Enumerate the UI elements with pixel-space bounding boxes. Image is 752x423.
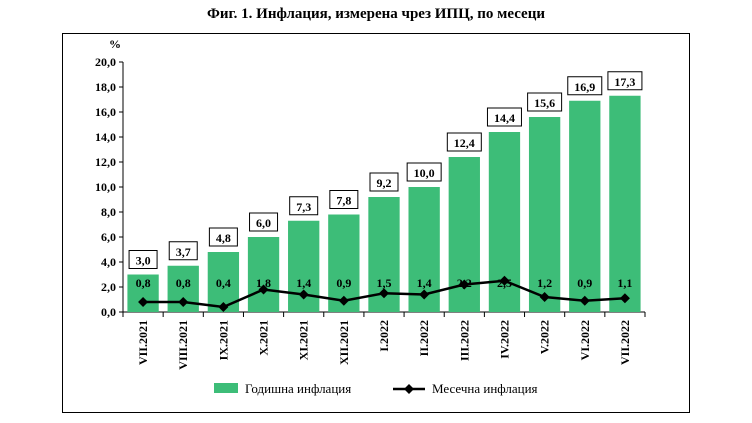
x-tick-label: VII.2021 [136,320,150,365]
bar-value-label: 10,0 [414,166,435,180]
bar-value-box [249,212,279,232]
line-value-label: 1,8 [256,276,271,290]
bar-value-box [128,250,158,269]
bar-value-box [486,107,522,127]
bar-value-label: 15,6 [534,96,555,110]
line-value-label: 2,2 [457,276,472,290]
line-value-label: 0,9 [577,276,592,290]
line-point-marker [298,289,309,300]
y-tick-label: 8,0 [101,205,116,219]
y-tick-label: 12,0 [95,155,116,169]
bar [569,100,601,312]
x-tick-label: IV.2022 [497,320,511,359]
y-tick-label: 14,0 [95,130,116,144]
line-point-marker [619,293,630,304]
line-value-label: 2,5 [497,276,512,290]
y-tick-label: 18,0 [95,80,116,94]
x-tick-label: IX.2021 [216,320,230,360]
legend-bar-label: Годишна инфлация [245,381,351,396]
bar-value-box [369,172,399,192]
y-tick-label: 0,0 [101,305,116,319]
bar-value-label: 12,4 [454,136,475,150]
y-tick-label: 4,0 [101,255,116,269]
chart-frame [62,33,690,413]
x-tick-label: X.2021 [257,320,271,356]
x-tick-label: XI.2021 [297,320,311,360]
line-value-label: 0,9 [336,276,351,290]
bar-value-label: 14,4 [494,111,515,125]
y-tick-label: 10,0 [95,180,116,194]
bar-value-box [329,190,359,209]
bar-value-box [168,241,198,261]
line-point-marker [539,292,550,302]
x-tick-label: V.2022 [538,320,552,354]
line-point-marker [459,279,470,290]
line-point-marker [178,297,189,307]
line-point-marker [579,295,590,306]
line-value-label: 1,5 [377,276,392,290]
bar-value-label: 16,9 [574,80,595,94]
y-tick-label: 20,0 [95,55,116,69]
x-tick-label: II.2022 [417,320,431,356]
line-value-label: 1,1 [617,276,632,290]
bar-value-box [567,76,603,96]
bar-value-label: 9,2 [377,176,392,190]
y-tick-label: 6,0 [101,230,116,244]
bar-value-label: 3,0 [136,254,151,268]
line-value-label: 1,4 [296,276,311,290]
line-point-marker [379,288,389,299]
line-point-marker [138,297,149,307]
chart-title: Фиг. 1. Инфлация, измерена чрез ИПЦ, по … [207,6,545,22]
legend-line-marker [404,384,414,394]
bar-value-box [208,227,238,247]
line-value-label: 1,2 [537,276,552,290]
bar-value-box [406,162,442,182]
bar-value-box [289,196,319,216]
x-tick-label: XII.2021 [337,320,351,365]
legend-bar-swatch [214,383,238,393]
x-tick-label: III.2022 [457,320,471,361]
y-axis-unit: % [109,37,121,51]
bar-value-label: 17,3 [614,75,635,89]
bar-value-box [607,71,643,91]
bar [609,95,641,312]
y-tick-label: 16,0 [95,105,116,119]
bar-value-box [527,92,563,112]
bar-value-box [446,132,482,152]
line-value-label: 1,4 [417,276,432,290]
x-tick-label: I.2022 [377,320,391,352]
bar [528,117,561,312]
bar [247,237,280,312]
line-value-label: 0,8 [136,276,151,290]
bar-value-label: 6,0 [256,216,271,230]
x-tick-label: VI.2022 [578,320,592,360]
line-point-marker [419,289,430,300]
line-point-marker [499,275,510,286]
bar-value-label: 4,8 [216,231,231,245]
line-value-label: 0,8 [176,276,191,290]
x-tick-label: VII.2022 [618,320,632,365]
x-tick-label: VIII.2021 [176,320,190,370]
line-point-marker [338,295,349,306]
line-point-marker [258,284,269,295]
bar-value-label: 3,7 [176,245,191,259]
line-point-marker [218,302,229,312]
bar-value-label: 7,8 [336,194,351,208]
legend-line-label: Месечна инфлация [432,381,538,396]
bar-value-label: 7,3 [296,200,311,214]
y-tick-label: 2,0 [101,280,116,294]
line-value-label: 0,4 [216,276,231,290]
